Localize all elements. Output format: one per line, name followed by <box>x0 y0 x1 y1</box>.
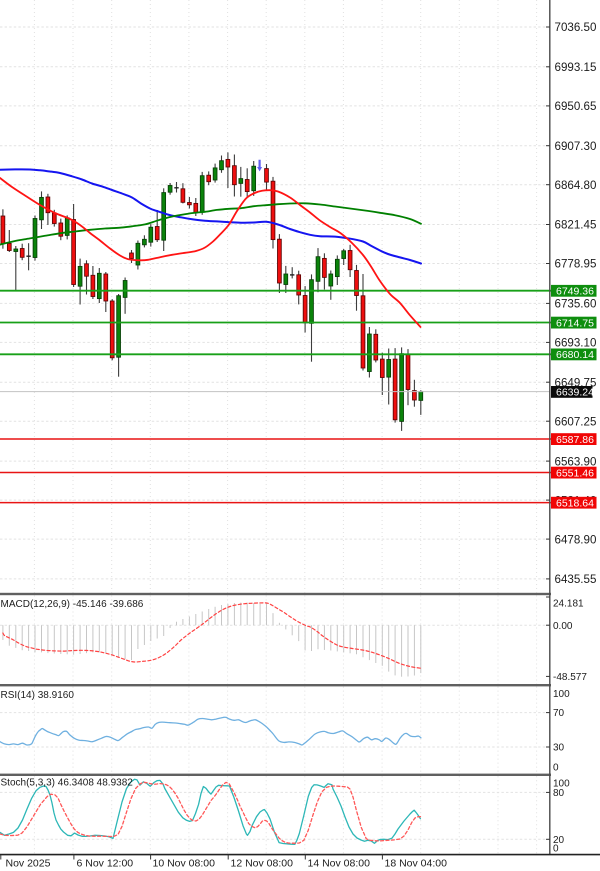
svg-text:MACD(12,26,9) -45.146 -39.686: MACD(12,26,9) -45.146 -39.686 <box>1 599 144 610</box>
svg-text:80: 80 <box>553 788 565 799</box>
svg-text:6749.36: 6749.36 <box>556 286 594 298</box>
svg-text:6950.65: 6950.65 <box>555 100 597 113</box>
svg-text:0: 0 <box>553 762 559 773</box>
svg-text:6778.95: 6778.95 <box>555 258 597 271</box>
svg-text:-48.577: -48.577 <box>553 672 587 683</box>
svg-text:6680.14: 6680.14 <box>556 349 594 361</box>
svg-text:0: 0 <box>553 844 559 855</box>
svg-text:6735.60: 6735.60 <box>555 298 597 311</box>
svg-text:24.181: 24.181 <box>553 599 584 610</box>
svg-text:6993.15: 6993.15 <box>555 61 597 74</box>
svg-text:Nov 2025: Nov 2025 <box>6 858 51 870</box>
svg-text:6478.90: 6478.90 <box>555 533 597 546</box>
svg-text:6639.24: 6639.24 <box>556 387 594 399</box>
svg-text:Stoch(5,3,3) 46.3408 48.9382: Stoch(5,3,3) 46.3408 48.9382 <box>1 778 134 789</box>
svg-text:20: 20 <box>553 835 565 846</box>
svg-text:12 Nov 08:00: 12 Nov 08:00 <box>231 858 294 870</box>
svg-text:14 Nov 08:00: 14 Nov 08:00 <box>308 858 371 870</box>
svg-text:6518.64: 6518.64 <box>556 497 594 509</box>
svg-text:6907.30: 6907.30 <box>555 140 597 153</box>
svg-text:6821.45: 6821.45 <box>555 219 597 232</box>
svg-text:30: 30 <box>553 743 565 754</box>
svg-text:7036.50: 7036.50 <box>555 21 597 34</box>
svg-text:10 Nov 08:00: 10 Nov 08:00 <box>153 858 216 870</box>
svg-text:6693.10: 6693.10 <box>555 337 597 350</box>
svg-text:6607.25: 6607.25 <box>555 415 597 428</box>
svg-text:70: 70 <box>553 708 565 719</box>
svg-text:6 Nov 12:00: 6 Nov 12:00 <box>77 858 134 870</box>
svg-text:6563.90: 6563.90 <box>555 455 597 468</box>
svg-text:100: 100 <box>553 689 570 700</box>
svg-text:100: 100 <box>553 779 570 790</box>
svg-text:6587.86: 6587.86 <box>556 434 594 446</box>
svg-text:RSI(14) 38.9160: RSI(14) 38.9160 <box>1 690 75 701</box>
svg-text:18 Nov 04:00: 18 Nov 04:00 <box>385 858 448 870</box>
svg-text:6551.46: 6551.46 <box>556 467 594 479</box>
svg-text:6435.55: 6435.55 <box>555 573 597 586</box>
svg-text:6864.80: 6864.80 <box>555 179 597 192</box>
svg-text:0.00: 0.00 <box>553 621 573 632</box>
svg-text:6714.75: 6714.75 <box>556 317 594 329</box>
